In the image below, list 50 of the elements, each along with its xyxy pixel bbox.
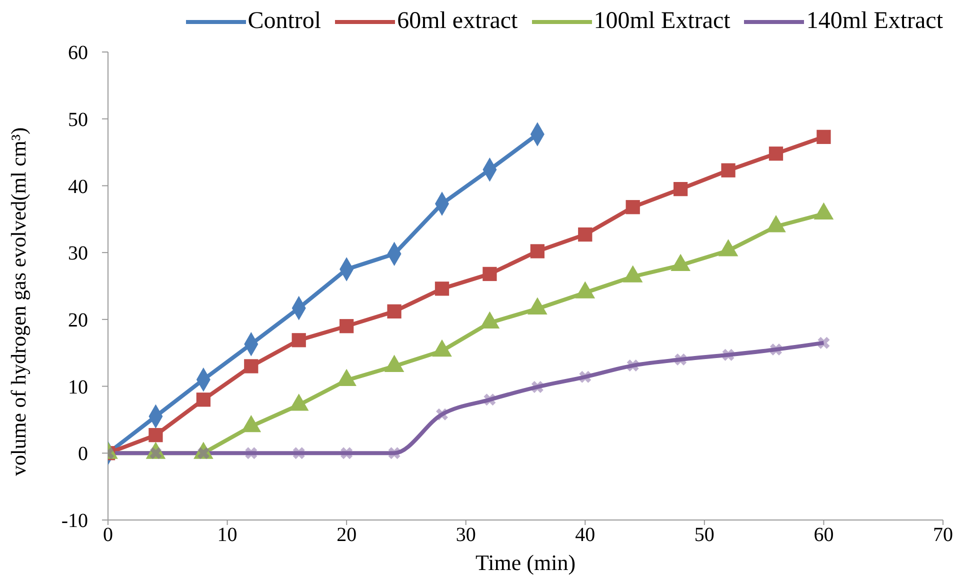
point bbox=[818, 336, 830, 349]
point bbox=[245, 447, 258, 460]
point bbox=[674, 354, 687, 366]
x-tick-label: 60 bbox=[814, 524, 834, 546]
legend-label: Control bbox=[246, 8, 322, 35]
point bbox=[579, 370, 592, 383]
y-tick-label: 0 bbox=[78, 443, 88, 466]
point bbox=[721, 163, 736, 178]
x-tick-label: 10 bbox=[217, 524, 238, 546]
point bbox=[484, 394, 496, 406]
point bbox=[674, 182, 688, 196]
point bbox=[292, 447, 305, 460]
point bbox=[148, 428, 163, 442]
point bbox=[816, 130, 831, 144]
point bbox=[387, 304, 402, 318]
x-tick-label: 20 bbox=[336, 524, 357, 546]
point bbox=[482, 266, 497, 282]
point bbox=[768, 146, 784, 161]
legend-label: 100ml Extract bbox=[592, 8, 730, 35]
point bbox=[340, 319, 354, 334]
point bbox=[196, 392, 210, 407]
legend-label: 140ml Extract bbox=[805, 8, 943, 35]
point bbox=[434, 282, 450, 296]
point bbox=[340, 447, 353, 460]
point bbox=[531, 380, 544, 393]
y-tick-label: 20 bbox=[68, 310, 88, 332]
x-tick-label: 70 bbox=[933, 524, 953, 546]
point bbox=[626, 200, 640, 214]
y-tick-label: -10 bbox=[61, 510, 88, 532]
point bbox=[722, 348, 734, 361]
point bbox=[626, 360, 639, 372]
point bbox=[388, 447, 400, 460]
x-tick-label: 30 bbox=[456, 524, 476, 546]
y-tick-label: 40 bbox=[68, 176, 88, 198]
y-tick-label: 60 bbox=[68, 42, 88, 64]
point bbox=[292, 333, 306, 348]
y-tick-label: 30 bbox=[68, 242, 88, 265]
point bbox=[530, 244, 544, 258]
x-tick-label: 40 bbox=[575, 524, 596, 546]
y-axis-title: volume of hydrogen gas evolved(ml cm³) bbox=[6, 127, 30, 476]
x-tick-label: 0 bbox=[103, 524, 113, 546]
x-axis-title: Time (min) bbox=[475, 550, 576, 575]
x-tick-label: 50 bbox=[694, 524, 714, 546]
point bbox=[770, 344, 782, 356]
y-tick-label: 10 bbox=[68, 376, 88, 398]
point bbox=[244, 359, 258, 374]
point bbox=[436, 408, 448, 420]
point bbox=[578, 227, 592, 242]
y-tick-label: 50 bbox=[68, 108, 88, 131]
legend-label: 60ml extract bbox=[396, 8, 518, 35]
